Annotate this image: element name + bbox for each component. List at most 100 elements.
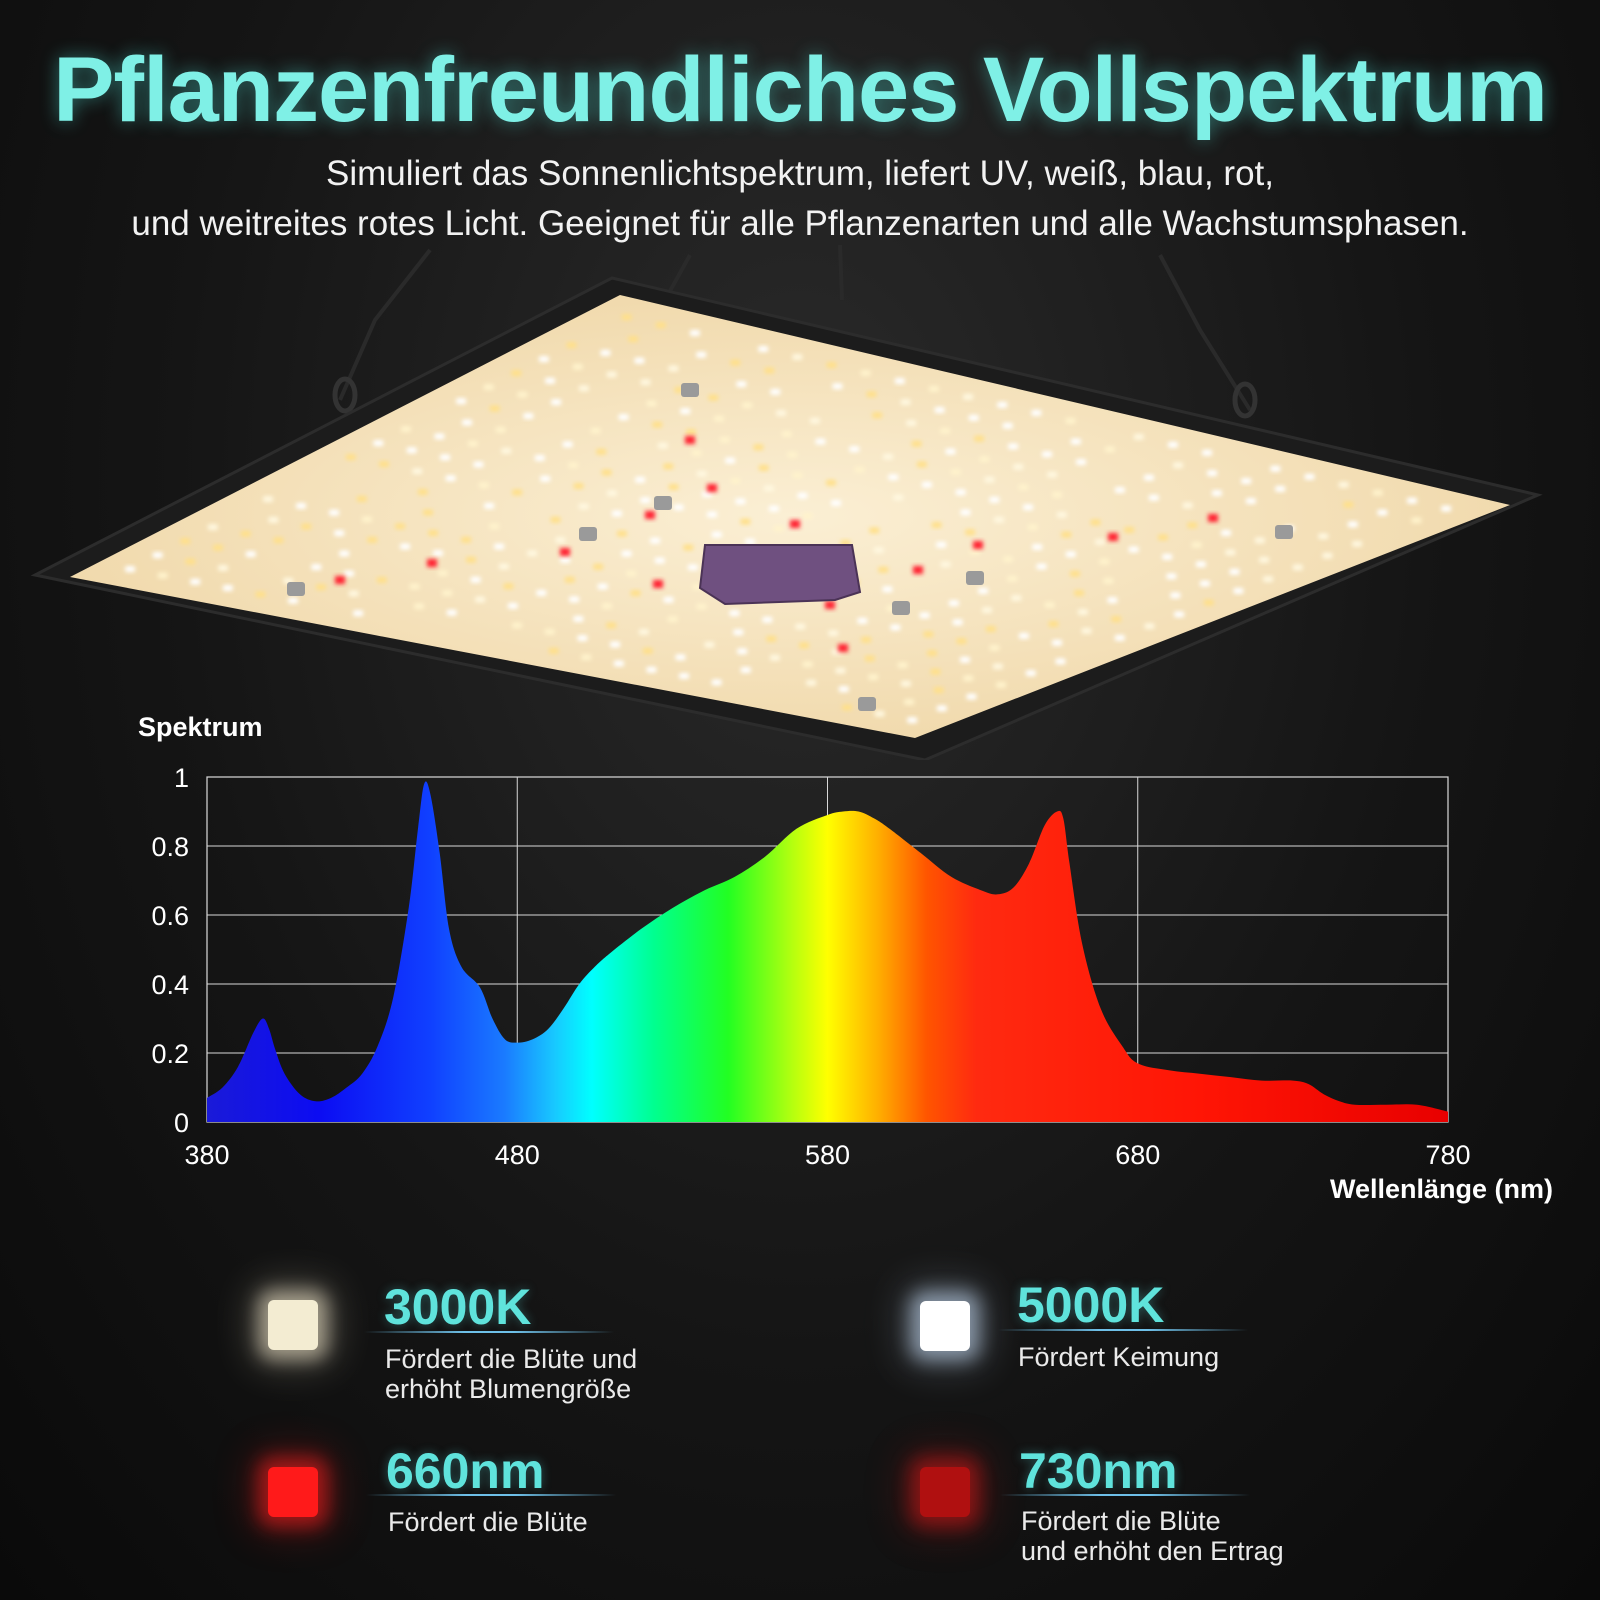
led-dot [621, 550, 632, 557]
led-dot [1199, 580, 1210, 587]
led-dot [190, 578, 201, 585]
led-dot [442, 589, 453, 596]
led-dot [1095, 539, 1105, 546]
led-dot [606, 622, 617, 629]
led-dot [968, 414, 979, 421]
led-dot [940, 561, 951, 568]
red-led-dot [913, 566, 923, 574]
led-dot [936, 705, 947, 712]
led-dot [428, 529, 439, 536]
led-dot [1031, 409, 1042, 416]
led-dot [218, 564, 229, 571]
led-dot [1157, 534, 1168, 541]
led-dot [548, 647, 559, 654]
led-dot [940, 427, 951, 434]
led-dot [742, 402, 753, 409]
led-dot [959, 656, 970, 663]
led-dot [1233, 587, 1244, 594]
led-dot [974, 435, 985, 442]
led-dot [1221, 529, 1232, 536]
led-dot [1270, 465, 1281, 472]
led-dot [1203, 599, 1214, 606]
led-dot [512, 622, 523, 629]
red-led-dot [427, 559, 437, 567]
led-dot [797, 492, 808, 499]
led-dot [483, 384, 494, 391]
led-dot [465, 556, 476, 563]
legend-description: Fördert die Blüte und [385, 1344, 638, 1374]
led-dot [207, 524, 218, 531]
led-dot [1027, 524, 1038, 531]
heading-underline [1000, 1494, 1250, 1496]
led-dot [1128, 546, 1139, 553]
spectrum-area [207, 781, 1448, 1122]
led-dot [776, 410, 787, 416]
led-dot [1069, 570, 1080, 577]
led-dot [1207, 470, 1218, 477]
led-dot [613, 660, 624, 667]
led-dot [893, 494, 904, 501]
led-dot [494, 543, 505, 550]
led-dot [1441, 505, 1452, 512]
led-dot [809, 417, 820, 424]
led-dot [296, 502, 307, 509]
heading-underline [998, 1329, 1248, 1331]
led-dot [1081, 627, 1092, 634]
led-dot [1187, 522, 1198, 529]
red-led-dot [825, 601, 835, 609]
led-dot [1143, 474, 1154, 481]
led-dot [787, 451, 798, 458]
x-tick-label: 380 [184, 1140, 229, 1170]
led-dot [550, 516, 561, 523]
led-dot [640, 379, 651, 386]
led-dot [1065, 551, 1076, 558]
led-dot [1377, 509, 1388, 516]
led-dot [933, 687, 944, 694]
led-dot [1318, 533, 1329, 540]
led-dot [555, 536, 566, 543]
led-dot [288, 597, 299, 604]
led-dot [1144, 623, 1155, 630]
led-dot [982, 607, 993, 614]
legend-description: Fördert die Blüte [388, 1507, 588, 1537]
led-dot [900, 680, 911, 687]
led-dot [663, 463, 674, 470]
led-dot [268, 516, 279, 523]
led-dot [1304, 473, 1315, 480]
led-dot [1032, 543, 1043, 550]
led-dot [730, 478, 741, 485]
led-dot [714, 415, 725, 422]
led-dot [1048, 620, 1059, 627]
led-dot [376, 577, 387, 584]
led-dot [921, 481, 932, 488]
led-dot [1114, 634, 1125, 641]
led-dot [753, 444, 764, 451]
led-dot [906, 420, 917, 427]
led-dot [857, 617, 868, 624]
led-dot [897, 662, 908, 669]
led-dot [873, 547, 884, 554]
led-dot [566, 342, 577, 349]
y-tick-label: 0.8 [151, 832, 189, 862]
x-tick-labels: 380 480 580 680 780 [184, 1140, 1470, 1170]
led-dot [931, 521, 942, 528]
sensor-element [287, 582, 305, 596]
led-dot [1211, 490, 1222, 497]
led-dot [461, 536, 472, 543]
led-dot [562, 441, 573, 448]
led-dot [489, 523, 500, 530]
led-dot [911, 440, 922, 447]
led-dot [1133, 433, 1144, 440]
led-dot [1343, 501, 1354, 508]
led-dot [626, 570, 637, 577]
led-dot [473, 461, 484, 468]
led-dot [1352, 540, 1363, 547]
led-dot [545, 377, 556, 384]
led-dot [577, 635, 588, 642]
led-dot [1173, 462, 1184, 469]
led-dot [883, 453, 894, 460]
led-dot [412, 468, 423, 475]
led-dot [668, 483, 679, 490]
led-dot [367, 536, 378, 543]
y-tick-labels: 0 0.2 0.4 0.6 0.8 1 [151, 763, 189, 1138]
